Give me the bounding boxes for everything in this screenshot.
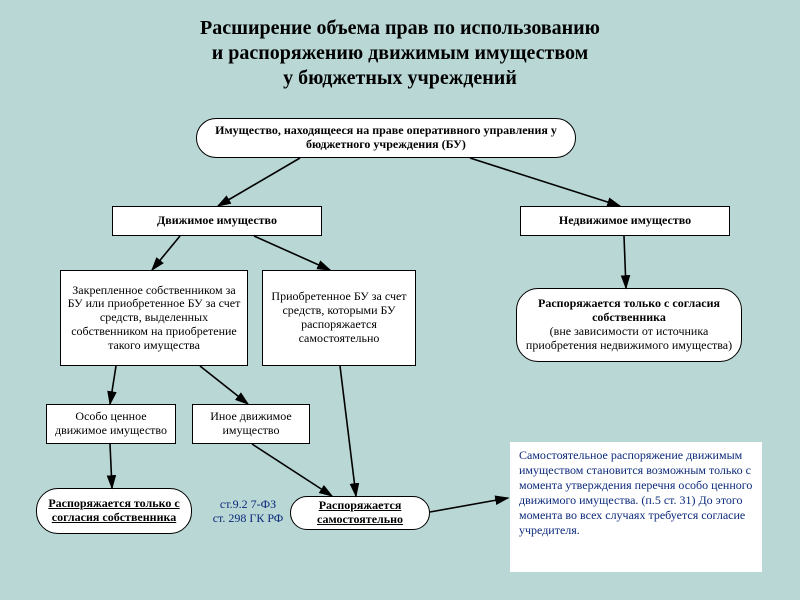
node-immovable: Недвижимое имущество (520, 206, 730, 236)
node-movable: Движимое имущество (112, 206, 322, 236)
node-immovable-rule-main: Распоряжается только с согласия собствен… (538, 296, 720, 324)
node-disposes-self: Распоряжается самостоятельно (290, 496, 430, 530)
node-self-label: Распоряжается самостоятельно (297, 499, 423, 527)
node-movable-label: Движимое имущество (157, 214, 277, 228)
citation-line-2: ст. 298 ГК РФ (210, 512, 286, 526)
node-other-label: Иное движимое имущество (199, 410, 303, 438)
citation-line-1: ст.9.2 7-ФЗ (210, 498, 286, 512)
node-consent-label: Распоряжается только с согласия собствен… (43, 497, 185, 525)
footnote-text: Самостоятельное распоряжение движимым им… (519, 448, 752, 537)
title-line-1: Расширение объема прав по использованию (0, 16, 800, 41)
citation: ст.9.2 7-ФЗ ст. 298 ГК РФ (210, 498, 286, 528)
node-assigned-label: Закрепленное собственником за БУ или при… (67, 284, 241, 353)
node-assigned-by-owner: Закрепленное собственником за БУ или при… (60, 270, 248, 366)
node-immovable-rule-sub: (вне зависимости от источника приобретен… (526, 324, 732, 352)
title-line-2: и распоряжению движимым имуществом (0, 41, 800, 66)
node-valuable-label: Особо ценное движимое имущество (53, 410, 169, 438)
node-root: Имущество, находящееся на праве оператив… (196, 118, 576, 158)
node-acquired-self: Приобретенное БУ за счет средств, которы… (262, 270, 416, 366)
node-immovable-rule-text: Распоряжается только с согласия собствен… (523, 297, 735, 352)
node-consent-required: Распоряжается только с согласия собствен… (36, 488, 192, 534)
node-immovable-rule: Распоряжается только с согласия собствен… (516, 288, 742, 362)
node-acquired-label: Приобретенное БУ за счет средств, которы… (269, 290, 409, 345)
diagram-title: Расширение объема прав по использованию … (0, 16, 800, 91)
node-other-movable: Иное движимое имущество (192, 404, 310, 444)
node-valuable-movable: Особо ценное движимое имущество (46, 404, 176, 444)
title-line-3: у бюджетных учреждений (0, 66, 800, 91)
node-immovable-label: Недвижимое имущество (559, 214, 691, 228)
footnote: Самостоятельное распоряжение движимым им… (510, 442, 762, 572)
node-root-label: Имущество, находящееся на праве оператив… (203, 124, 569, 152)
